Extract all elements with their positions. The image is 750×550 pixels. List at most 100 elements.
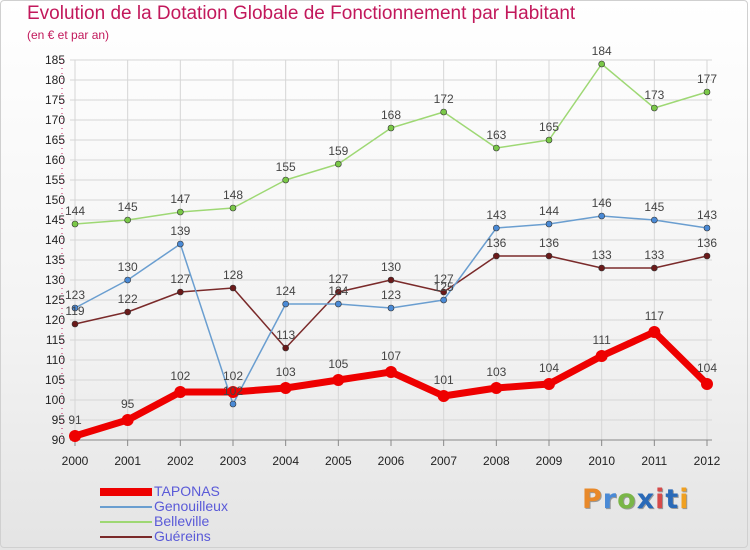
series-point-2 [124,216,131,224]
data-label: 124 [276,284,296,298]
logo-letter: i [679,484,690,515]
data-label: 101 [434,373,454,387]
data-label: 102 [223,369,243,383]
series-point-1 [545,220,553,228]
y-tick-label: 90 [52,433,66,447]
data-label: 91 [68,413,82,427]
y-tick-label: 100 [45,393,65,407]
x-tick-label: 2000 [62,454,89,468]
x-tick-label: 2006 [378,454,405,468]
data-label: 117 [645,309,664,323]
y-tick-label: 115 [46,333,65,347]
legend-swatch-guereins [100,536,152,538]
series-point-1 [598,212,605,220]
series-point-3 [177,288,184,296]
data-label: 172 [434,92,454,106]
data-label: 103 [486,365,506,379]
series-point-2 [282,176,289,184]
data-label: 184 [592,44,612,58]
y-tick-label: 155 [45,173,65,187]
x-tick-label: 2012 [694,454,721,468]
data-label: 143 [486,208,506,222]
series-point-0 [332,374,345,386]
data-label: 113 [276,328,295,342]
series-point-1 [229,400,237,408]
series-point-2 [703,88,711,96]
x-tick-label: 2001 [114,454,141,468]
x-tick-label: 2010 [588,454,615,468]
y-tick-label: 130 [45,273,65,287]
data-label: 148 [223,188,243,202]
series-point-1 [177,240,184,248]
series-point-2 [493,144,500,152]
axis-layer: 90 95 100 105 110 115 120 125 130 135 140 145 150 155… [45,53,721,468]
series-point-0 [595,350,608,362]
data-label: 104 [539,361,559,375]
series-point-3 [440,288,447,296]
legend-swatch-genouilleux [100,506,152,508]
series-point-2 [545,136,553,144]
series-point-1 [124,276,131,284]
series-point-1 [387,304,395,312]
data-label: 124 [328,284,348,298]
data-label: 159 [328,144,348,158]
logo-letter: r [602,484,618,515]
proxiti-logo[interactable]: Proxiti [582,484,690,515]
series-point-3 [229,284,237,292]
y-tick-label: 165 [45,133,65,147]
x-tick-label: 2007 [430,454,457,468]
series-point-3 [282,344,289,352]
y-tick-label: 170 [45,113,65,127]
data-label: 163 [486,128,506,142]
data-label: 130 [381,260,401,274]
chart-title: Evolution de la Dotation Globale de Fonc… [27,3,576,24]
y-tick-label: 185 [45,53,65,67]
data-label: 95 [121,397,135,411]
legend-swatch-belleville [100,521,152,523]
data-label: 107 [381,349,401,363]
x-tick-label: 2011 [641,454,667,468]
data-label: 136 [697,236,717,250]
data-label: 105 [328,357,348,371]
data-label: 168 [381,108,401,122]
series-point-0 [543,378,555,390]
data-label: 123 [65,288,85,302]
data-label: 136 [486,236,506,250]
data-label: 103 [276,365,296,379]
data-label: 127 [170,272,190,286]
series-point-3 [651,264,658,272]
y-tick-label: 140 [45,233,65,247]
data-label: 173 [644,88,664,102]
series-point-1 [440,296,447,304]
series-point-0 [648,326,661,338]
y-tick-label: 180 [45,73,65,87]
series-point-3 [545,252,553,260]
line-chart: 90 95 100 105 110 115 120 125 130 135 140 145 150 155… [45,44,721,468]
data-label: 133 [644,248,664,262]
series-point-1 [71,304,79,312]
series-point-1 [282,300,289,308]
series-point-0 [490,382,503,394]
series-point-3 [335,288,342,296]
series-point-2 [71,220,79,228]
data-label: 155 [276,160,296,174]
series-layer [69,60,713,442]
data-label: 177 [697,72,717,86]
data-label: 144 [539,204,559,218]
data-label: 125 [434,280,454,294]
logo-letter: i [655,484,666,515]
series-point-0 [174,386,187,398]
series-point-1 [703,224,711,232]
series-point-0 [279,382,292,394]
series-point-3 [71,320,79,328]
data-label: 102 [170,369,190,383]
series-point-2 [387,124,395,132]
y-tick-label: 145 [45,213,65,227]
y-tick-label: 120 [45,313,65,327]
x-tick-label: 2008 [483,454,510,468]
legend-label-genouilleux: Genouilleux [154,498,228,514]
series-point-2 [598,60,605,68]
series-point-2 [651,104,658,112]
x-tick-label: 2002 [167,454,194,468]
